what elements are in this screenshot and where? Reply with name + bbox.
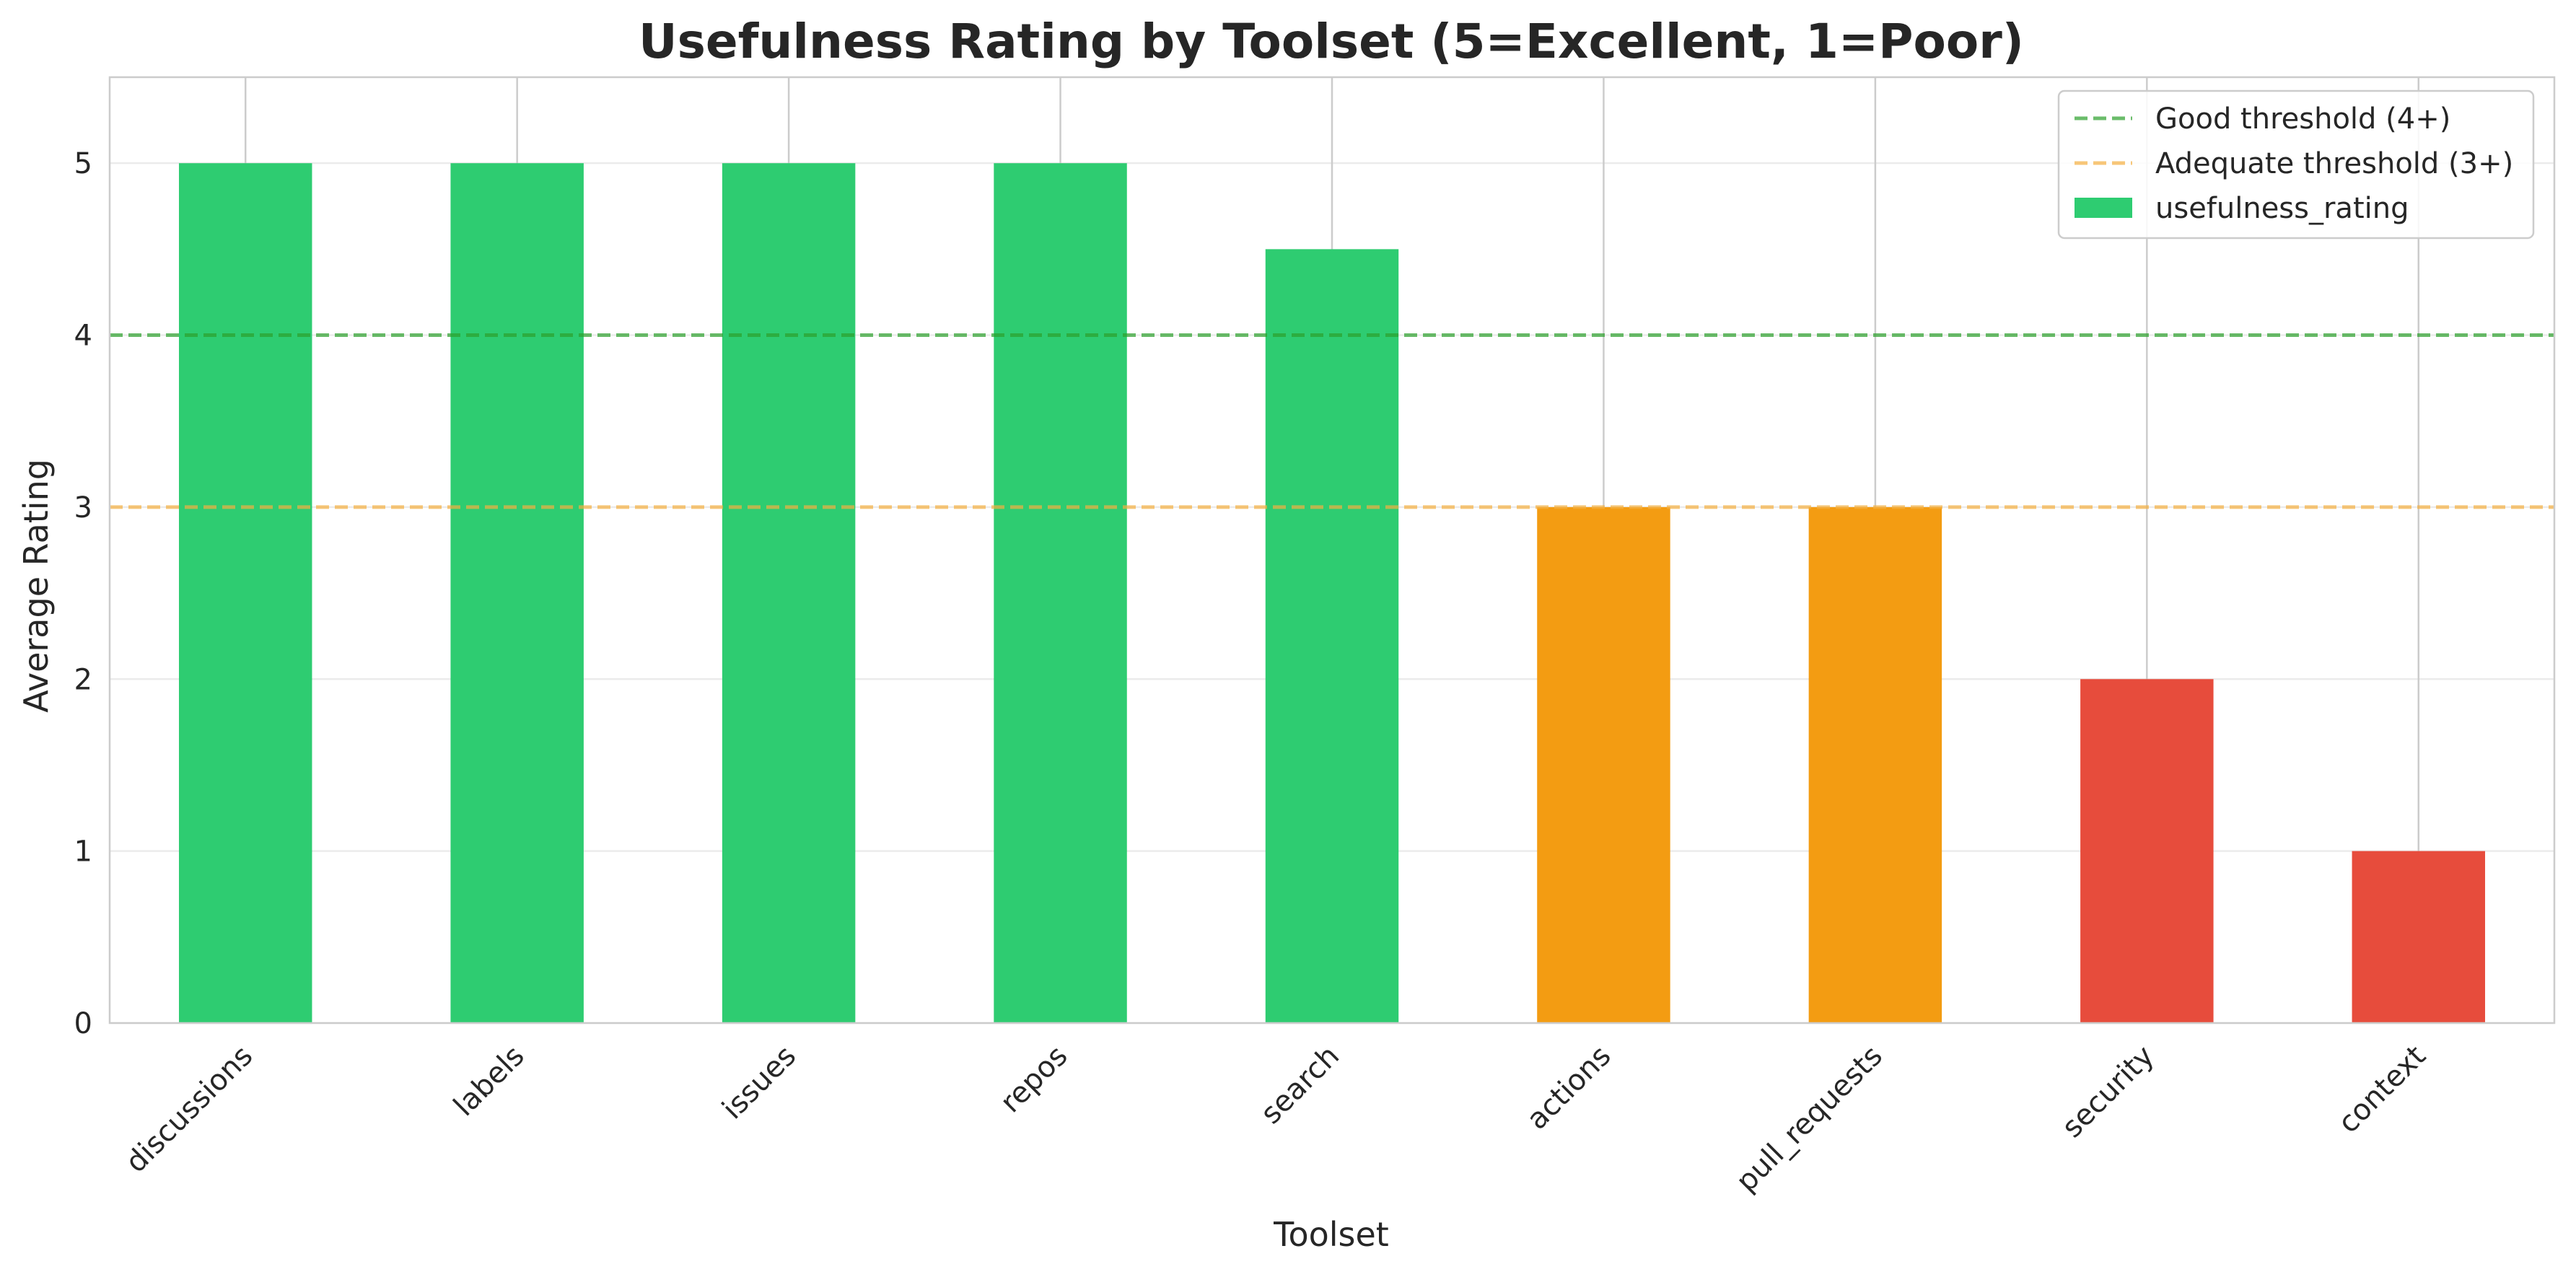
y-tick-label-3: 3 [74, 491, 92, 525]
bar-security [2080, 679, 2214, 1023]
legend-label-threshold-0: Good threshold (4+) [2155, 102, 2450, 136]
bar-pull_requests [1808, 506, 1942, 1023]
bar-search [1265, 249, 1399, 1023]
x-tick-label-discussions: discussions [119, 1040, 259, 1180]
x-tick-label-issues: issues [716, 1040, 802, 1126]
legend-label-series: usefulness_rating [2155, 192, 2409, 225]
x-tick-label-labels: labels [447, 1040, 531, 1123]
x-tick-label-actions: actions [1520, 1040, 1617, 1136]
bar-issues [722, 163, 856, 1023]
y-tick-label-1: 1 [74, 835, 92, 869]
y-tick-label-0: 0 [74, 1007, 92, 1040]
x-tick-label-security: security [2056, 1040, 2160, 1144]
x-tick-label-repos: repos [994, 1040, 1074, 1120]
chart-title: Usefulness Rating by Toolset (5=Excellen… [639, 14, 2024, 69]
y-tick-label-4: 4 [74, 320, 92, 353]
legend-frame [2057, 89, 2535, 240]
legend: Good threshold (4+) Adequate threshold (3… [2057, 89, 2535, 240]
y-tick-label-5: 5 [74, 147, 92, 180]
bar-discussions [178, 163, 312, 1023]
x-tick-label-search: search [1255, 1040, 1346, 1131]
bar-actions [1537, 506, 1670, 1023]
y-axis-label: Average Rating [17, 459, 56, 713]
x-axis-label: Toolset [1273, 1215, 1389, 1254]
bar-labels [450, 163, 584, 1023]
bar-context [2352, 851, 2486, 1023]
bar-repos [994, 163, 1127, 1023]
y-tick-label-2: 2 [74, 663, 92, 696]
plot-frame [108, 76, 2556, 1024]
x-tick-label-context: context [2332, 1040, 2432, 1140]
legend-label-threshold-1: Adequate threshold (3+) [2155, 147, 2513, 180]
x-tick-label-pull_requests: pull_requests [1730, 1040, 1889, 1199]
legend-swatch-series [2075, 198, 2132, 218]
plot-area: 0 1 2 3 4 5 discussions labels issues repos search… [74, 76, 2556, 1199]
